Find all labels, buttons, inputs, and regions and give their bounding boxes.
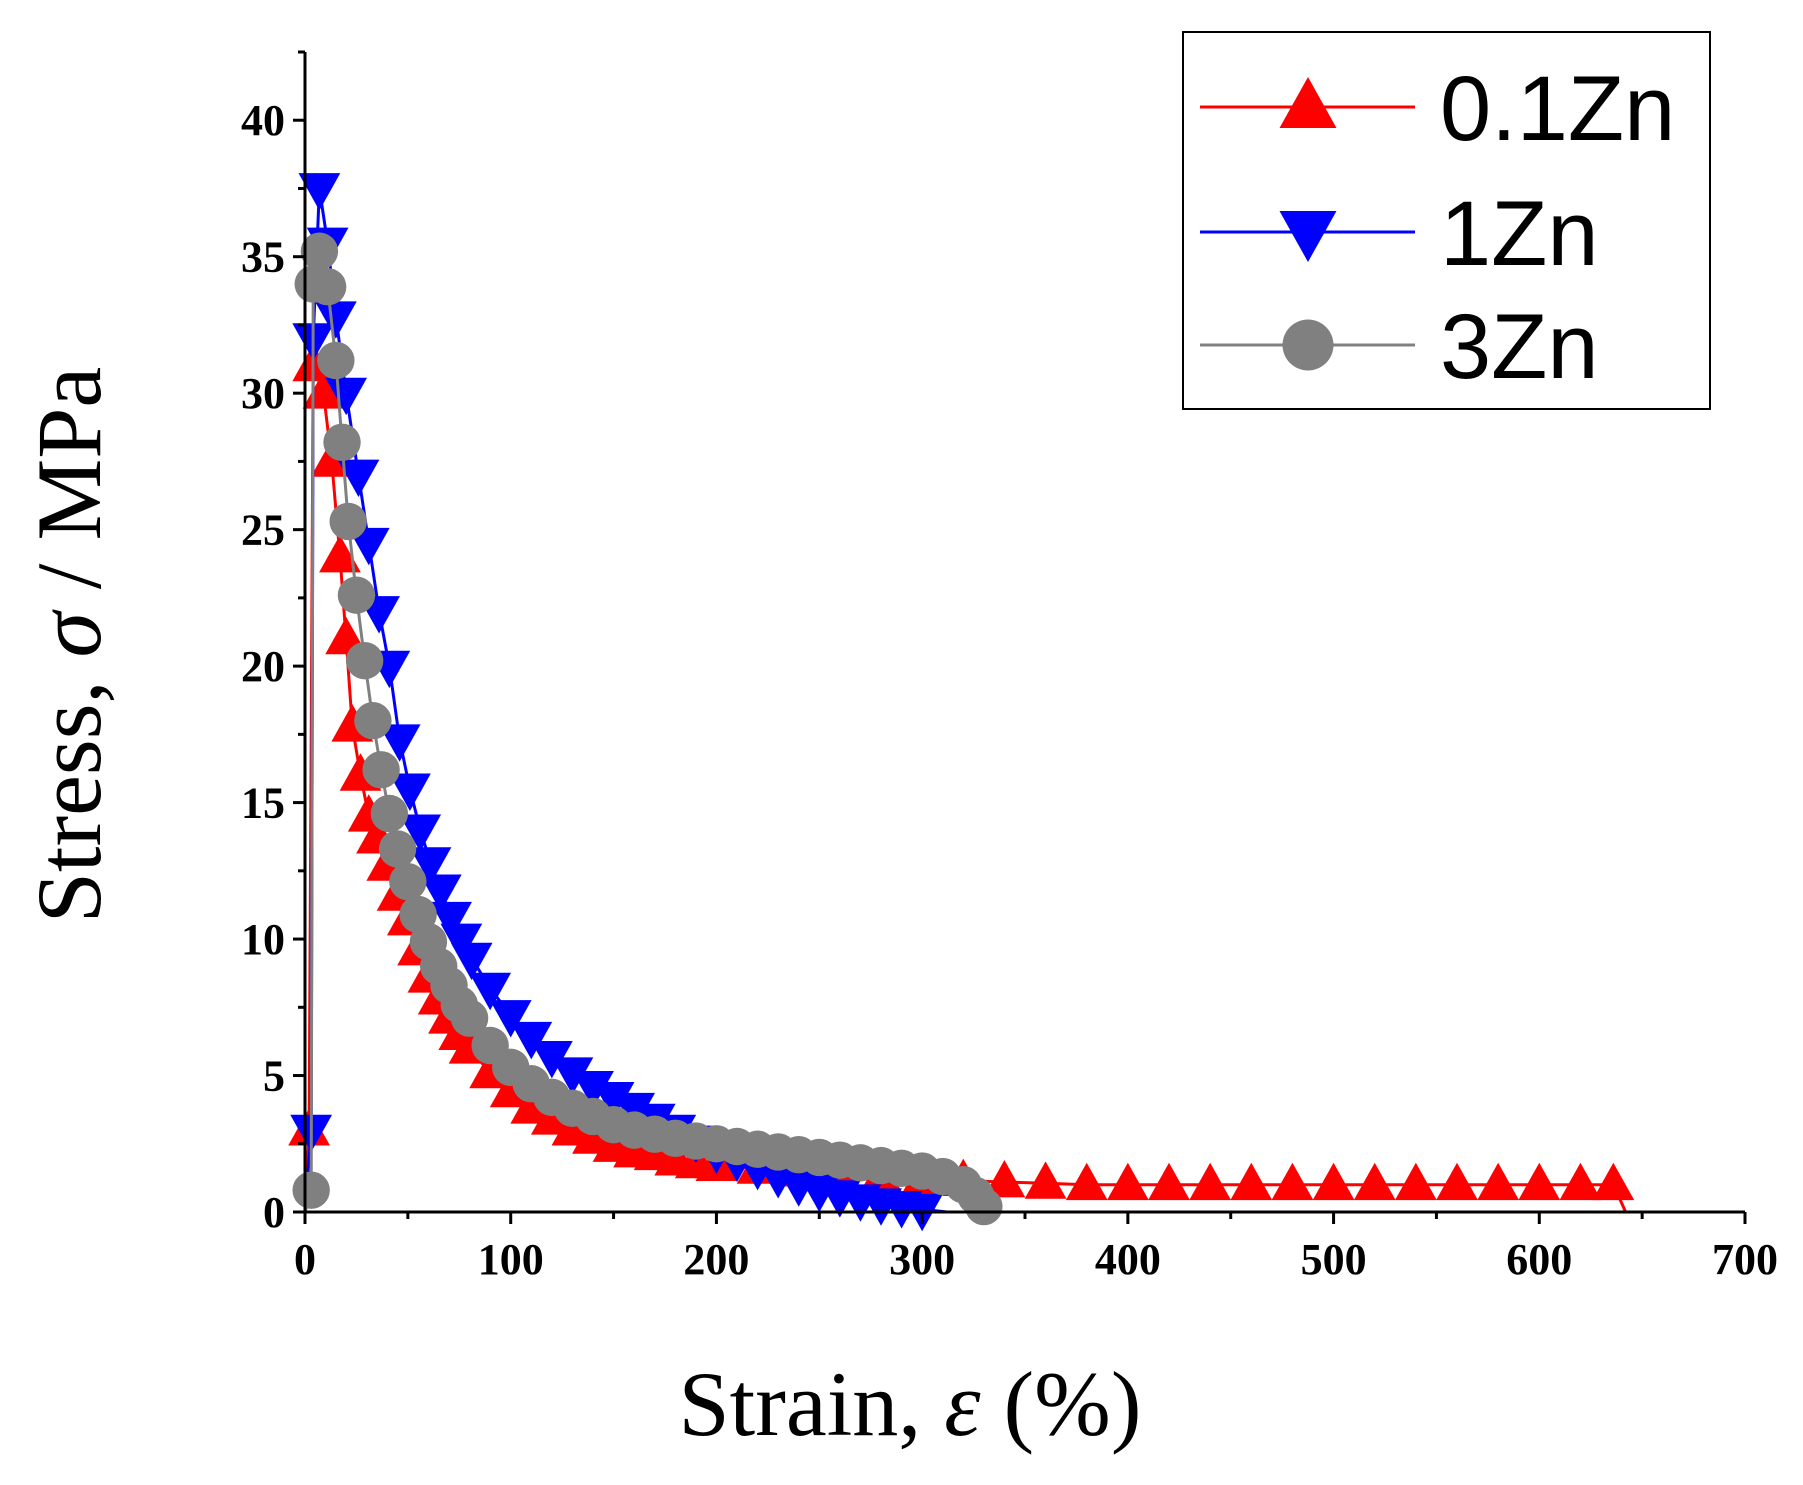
data-point — [469, 972, 512, 1011]
data-point — [1477, 1162, 1520, 1201]
legend-label: 1Zn — [1440, 183, 1599, 285]
series-3Zn — [292, 232, 1003, 1226]
series-line — [303, 188, 947, 1214]
x-tick-label: 500 — [1301, 1235, 1367, 1284]
data-point — [965, 1187, 1003, 1226]
data-point — [510, 1086, 553, 1124]
data-point — [300, 232, 339, 270]
y-tick-label: 15 — [241, 779, 285, 828]
x-tick-label: 0 — [294, 1235, 316, 1284]
data-point — [440, 923, 483, 962]
legend-item-3Zn: 3Zn — [1200, 296, 1599, 398]
x-tick-label: 400 — [1095, 1235, 1161, 1284]
data-point — [1189, 1162, 1232, 1201]
data-point — [345, 641, 384, 680]
y-tick-label: 20 — [241, 642, 285, 691]
data-point — [572, 1071, 614, 1109]
data-point — [1312, 1162, 1355, 1201]
data-point — [1592, 1162, 1635, 1201]
data-point — [1436, 1162, 1478, 1201]
data-point — [317, 341, 355, 380]
x-tick-label: 300 — [889, 1235, 955, 1284]
series-0.1Zn — [288, 343, 1635, 1213]
data-point — [298, 173, 341, 211]
legend-item-0.1Zn: 0.1Zn — [1200, 58, 1675, 160]
data-point — [354, 702, 392, 740]
x-tick-label: 600 — [1506, 1235, 1572, 1284]
legend-label: 3Zn — [1440, 296, 1599, 398]
legend: 0.1Zn 1Zn 3Zn — [1182, 31, 1711, 410]
series-1Zn — [290, 173, 947, 1232]
data-point — [314, 301, 357, 339]
data-point — [1394, 1162, 1437, 1201]
data-point — [399, 814, 442, 852]
y-tick-label: 5 — [263, 1052, 285, 1101]
data-point — [1148, 1162, 1190, 1201]
data-point — [430, 901, 472, 940]
data-point — [419, 874, 462, 912]
legend-item-1Zn: 1Zn — [1200, 183, 1599, 285]
x-tick-label: 100 — [478, 1235, 544, 1284]
data-point — [1518, 1162, 1561, 1201]
legend-label: 0.1Zn — [1440, 58, 1675, 160]
data-point — [592, 1081, 635, 1120]
data-point — [551, 1057, 594, 1095]
data-point — [389, 863, 427, 901]
data-point — [325, 377, 368, 416]
data-point — [337, 459, 380, 498]
data-point — [530, 1041, 573, 1079]
data-point — [308, 268, 347, 306]
data-point — [489, 1000, 532, 1038]
data-point — [1065, 1162, 1108, 1201]
x-axis-title: Strain, ε (%) — [679, 1353, 1142, 1455]
y-tick-label: 30 — [241, 369, 285, 418]
data-point — [329, 502, 367, 541]
data-point — [510, 1021, 553, 1060]
ticks-layer: 0 100 200 300 400 500 600 700 0 5 10 15 20 25 30 35 40 — [241, 50, 1778, 1284]
x-tick-label: 700 — [1712, 1235, 1778, 1284]
y-tick-label: 0 — [263, 1188, 285, 1237]
data-point — [337, 576, 376, 614]
data-point — [409, 847, 452, 885]
y-tick-label: 10 — [241, 915, 285, 964]
y-tick-label: 25 — [241, 506, 285, 555]
data-point — [1559, 1162, 1602, 1201]
data-point — [370, 794, 409, 833]
data-point — [319, 534, 361, 573]
data-point — [347, 527, 390, 566]
y-tick-label: 40 — [241, 96, 285, 145]
legend-marker — [1282, 319, 1334, 371]
data-point — [1024, 1161, 1067, 1199]
data-point — [1271, 1162, 1314, 1201]
x-tick-label: 200 — [683, 1235, 749, 1284]
data-point — [323, 423, 361, 462]
y-axis-title: Stress, σ / MPa — [18, 367, 120, 924]
data-point — [1106, 1162, 1149, 1201]
data-point — [450, 942, 493, 981]
legend-marker — [1279, 211, 1337, 262]
data-point — [1230, 1162, 1273, 1201]
series-layer — [288, 173, 1635, 1232]
data-point — [450, 999, 489, 1037]
data-point — [1353, 1162, 1396, 1201]
data-point — [389, 773, 431, 811]
data-point — [378, 830, 417, 868]
data-point — [362, 751, 400, 789]
data-point — [983, 1159, 1026, 1198]
data-point — [378, 724, 421, 762]
legend-marker — [1279, 77, 1337, 128]
y-tick-label: 35 — [241, 233, 285, 282]
data-point — [292, 1171, 330, 1209]
